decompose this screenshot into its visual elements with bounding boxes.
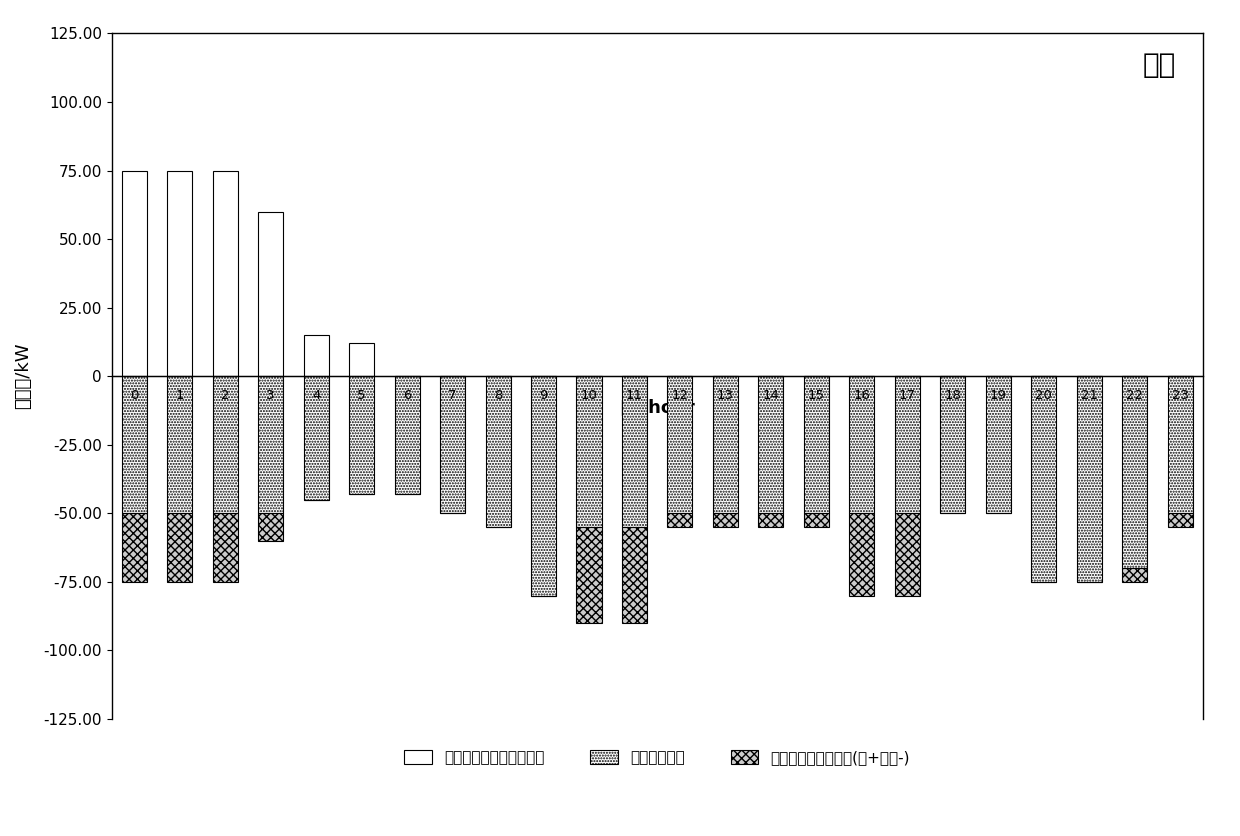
- Legend: 口冷热电联供机组发电量, 电网提供电能, 储电系统充放电功率(充+，放-): 口冷热电联供机组发电量, 电网提供电能, 储电系统充放电功率(充+，放-): [397, 742, 918, 773]
- Bar: [667, 513, 692, 527]
- Bar: [531, 376, 556, 595]
- Bar: [804, 513, 828, 527]
- Text: 9: 9: [539, 389, 548, 401]
- Bar: [213, 513, 238, 582]
- Bar: [940, 376, 965, 513]
- Text: 23: 23: [1172, 389, 1189, 401]
- Bar: [122, 376, 146, 513]
- Bar: [986, 376, 1011, 513]
- Text: 18: 18: [945, 389, 961, 401]
- Bar: [1122, 568, 1147, 582]
- Bar: [1076, 376, 1101, 582]
- Text: 11: 11: [626, 389, 644, 401]
- Text: 12: 12: [671, 389, 688, 401]
- Text: 0: 0: [130, 389, 139, 401]
- Bar: [213, 376, 238, 513]
- Text: 14: 14: [763, 389, 779, 401]
- Bar: [167, 513, 192, 582]
- Bar: [350, 344, 374, 376]
- Text: 8: 8: [494, 389, 502, 401]
- X-axis label: 时间/hour: 时间/hour: [620, 399, 694, 417]
- Y-axis label: 电功率/kW: 电功率/kW: [15, 343, 32, 410]
- Bar: [849, 513, 874, 595]
- Text: 19: 19: [990, 389, 1007, 401]
- Bar: [577, 376, 601, 527]
- Text: 17: 17: [899, 389, 916, 401]
- Bar: [667, 376, 692, 513]
- Text: 夏季: 夏季: [1142, 51, 1176, 79]
- Bar: [1168, 513, 1193, 527]
- Text: 16: 16: [853, 389, 870, 401]
- Text: 21: 21: [1080, 389, 1097, 401]
- Bar: [622, 527, 647, 623]
- Bar: [804, 376, 828, 513]
- Bar: [713, 376, 738, 513]
- Bar: [167, 376, 192, 513]
- Bar: [213, 171, 238, 376]
- Text: 22: 22: [1126, 389, 1143, 401]
- Text: 2: 2: [221, 389, 229, 401]
- Text: 1: 1: [176, 389, 184, 401]
- Bar: [1168, 376, 1193, 513]
- Bar: [577, 527, 601, 623]
- Bar: [759, 513, 784, 527]
- Bar: [440, 376, 465, 513]
- Text: 13: 13: [717, 389, 734, 401]
- Bar: [122, 513, 146, 582]
- Text: 20: 20: [1035, 389, 1052, 401]
- Bar: [713, 513, 738, 527]
- Bar: [350, 376, 374, 494]
- Bar: [849, 376, 874, 513]
- Text: 15: 15: [807, 389, 825, 401]
- Text: 4: 4: [312, 389, 320, 401]
- Bar: [258, 376, 283, 513]
- Text: 3: 3: [267, 389, 275, 401]
- Bar: [258, 212, 283, 376]
- Bar: [622, 376, 647, 527]
- Bar: [1122, 376, 1147, 568]
- Text: 7: 7: [449, 389, 456, 401]
- Bar: [122, 171, 146, 376]
- Bar: [895, 513, 920, 595]
- Bar: [394, 376, 419, 494]
- Bar: [258, 513, 283, 541]
- Bar: [1032, 376, 1056, 582]
- Bar: [304, 335, 329, 376]
- Bar: [167, 171, 192, 376]
- Text: 6: 6: [403, 389, 412, 401]
- Bar: [304, 376, 329, 500]
- Bar: [759, 376, 784, 513]
- Bar: [895, 376, 920, 513]
- Text: 10: 10: [580, 389, 598, 401]
- Text: 5: 5: [357, 389, 366, 401]
- Bar: [486, 376, 511, 527]
